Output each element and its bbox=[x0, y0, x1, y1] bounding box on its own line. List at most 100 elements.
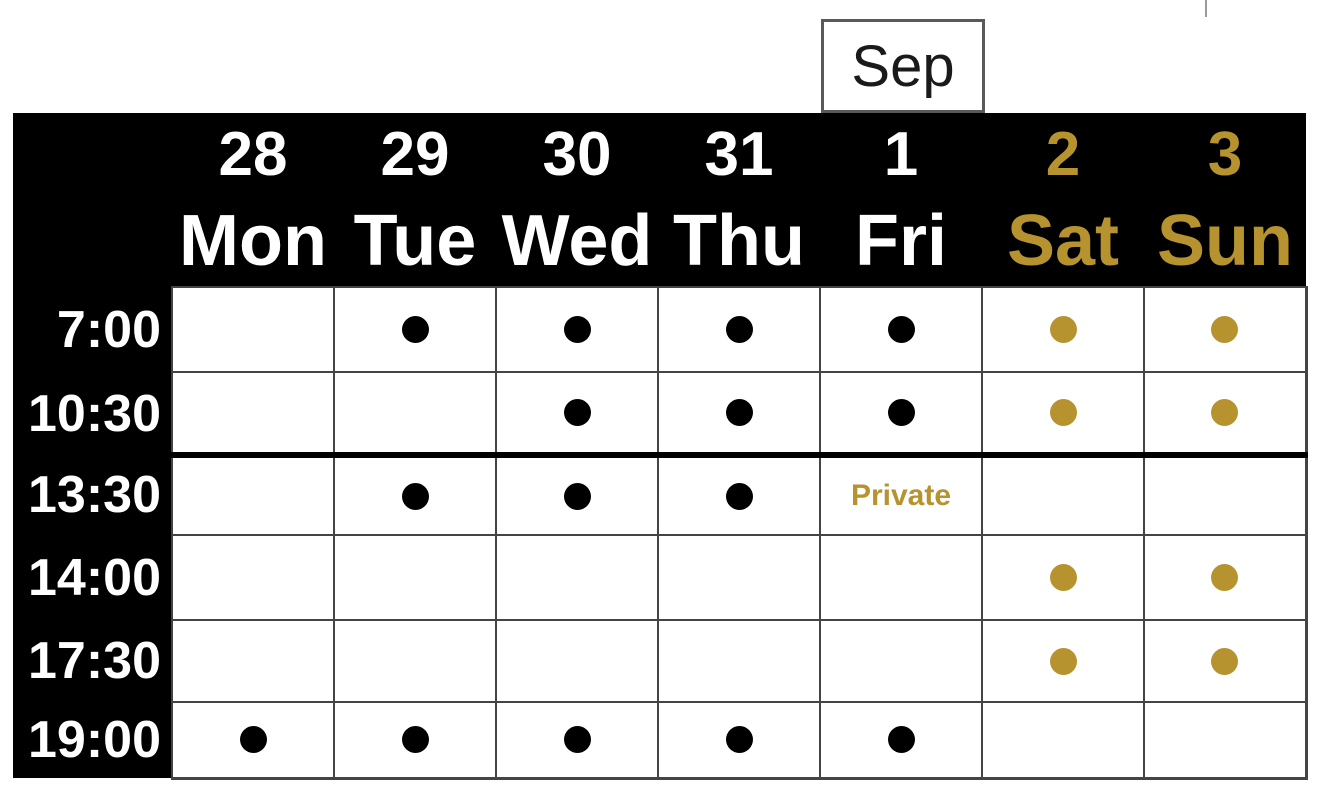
slot-wed-700 bbox=[495, 286, 659, 373]
slot-sat-700 bbox=[981, 286, 1145, 373]
day-header-tue: Tue bbox=[334, 195, 496, 287]
slot-sun-1900 bbox=[1143, 701, 1308, 780]
day-header-fri: Fri bbox=[820, 195, 982, 287]
slot-mon-700 bbox=[171, 286, 335, 373]
date-header-tue: 29 bbox=[334, 113, 496, 195]
weekend-session-dot bbox=[1211, 316, 1239, 343]
time-label-1400: 14:00 bbox=[13, 535, 172, 620]
private-session-label: Private bbox=[850, 479, 952, 512]
weekday-session-dot bbox=[239, 726, 267, 754]
weekday-session-dot bbox=[563, 399, 591, 426]
weekday-session-dot bbox=[725, 482, 753, 510]
weekend-session-dot bbox=[1049, 399, 1077, 426]
slot-sat-1400 bbox=[981, 534, 1145, 621]
weekday-session-dot bbox=[725, 399, 753, 426]
weekday-session-dot bbox=[725, 316, 753, 343]
weekday-session-dot bbox=[563, 482, 591, 510]
slot-tue-1400 bbox=[333, 534, 497, 621]
slot-tue-1330 bbox=[333, 452, 497, 536]
time-row-700: 7:00 bbox=[13, 286, 1308, 373]
time-label-700: 7:00 bbox=[13, 287, 172, 372]
date-header-sun: 3 bbox=[1144, 113, 1306, 195]
weekend-session-dot bbox=[1049, 316, 1077, 343]
date-header-wed: 30 bbox=[496, 113, 658, 195]
day-header-thu: Thu bbox=[658, 195, 820, 287]
day-header-wed: Wed bbox=[496, 195, 658, 287]
date-header-thu: 31 bbox=[658, 113, 820, 195]
weekday-session-dot bbox=[563, 316, 591, 343]
slot-thu-700 bbox=[657, 286, 821, 373]
time-row-1030: 10:30 bbox=[13, 371, 1308, 456]
slot-mon-1330 bbox=[171, 452, 335, 536]
slot-thu-1400 bbox=[657, 534, 821, 621]
slot-mon-1900 bbox=[171, 701, 335, 780]
table-body: 7:00 10:30 13:30 Private 14:00 17:30 19:00 bbox=[13, 286, 1308, 780]
slot-wed-1730 bbox=[495, 619, 659, 703]
weekday-session-dot bbox=[401, 726, 429, 754]
weekend-session-dot bbox=[1049, 564, 1077, 591]
slot-fri-1030 bbox=[819, 371, 983, 456]
weekend-session-dot bbox=[1211, 399, 1239, 426]
slot-wed-1400 bbox=[495, 534, 659, 621]
time-label-1900: 19:00 bbox=[13, 702, 172, 778]
month-label-box: Sep bbox=[821, 19, 985, 113]
date-header-sat: 2 bbox=[982, 113, 1144, 195]
day-names-row: Mon Tue Wed Thu Fri Sat Sun bbox=[13, 195, 1306, 287]
slot-fri-700 bbox=[819, 286, 983, 373]
day-header-sun: Sun bbox=[1144, 195, 1306, 287]
slot-wed-1330 bbox=[495, 452, 659, 536]
slot-mon-1400 bbox=[171, 534, 335, 621]
weekday-session-dot bbox=[725, 726, 753, 754]
stray-grid-line bbox=[1205, 0, 1207, 17]
slot-tue-1900 bbox=[333, 701, 497, 780]
time-row-1400: 14:00 bbox=[13, 534, 1308, 621]
weekend-session-dot bbox=[1211, 647, 1239, 675]
slot-sat-1030 bbox=[981, 371, 1145, 456]
date-header-mon: 28 bbox=[172, 113, 334, 195]
time-label-1730: 17:30 bbox=[13, 620, 172, 702]
slot-mon-1030 bbox=[171, 371, 335, 456]
weekday-session-dot bbox=[887, 316, 915, 343]
time-label-1330: 13:30 bbox=[13, 455, 172, 535]
weekend-session-dot bbox=[1049, 647, 1077, 675]
slot-fri-1330: Private bbox=[819, 452, 983, 536]
slot-sun-1330 bbox=[1143, 452, 1308, 536]
weekend-session-dot bbox=[1211, 564, 1239, 591]
slot-sat-1730 bbox=[981, 619, 1145, 703]
slot-thu-1330 bbox=[657, 452, 821, 536]
weekday-session-dot bbox=[401, 316, 429, 343]
time-row-1900: 19:00 bbox=[13, 701, 1308, 780]
slot-wed-1030 bbox=[495, 371, 659, 456]
slot-fri-1730 bbox=[819, 619, 983, 703]
schedule-table: 28 29 30 31 1 2 3 Mon Tue Wed Thu Fri Sat Sun 7:00 10:… bbox=[13, 113, 1308, 780]
weekday-session-dot bbox=[401, 482, 429, 510]
slot-sun-1400 bbox=[1143, 534, 1308, 621]
slot-thu-1030 bbox=[657, 371, 821, 456]
slot-sun-700 bbox=[1143, 286, 1308, 373]
time-row-1730: 17:30 bbox=[13, 619, 1308, 703]
slot-tue-1030 bbox=[333, 371, 497, 456]
weekday-session-dot bbox=[563, 726, 591, 754]
dates-row: 28 29 30 31 1 2 3 bbox=[13, 113, 1306, 195]
day-header-sat: Sat bbox=[982, 195, 1144, 287]
month-label: Sep bbox=[851, 33, 955, 99]
slot-sat-1900 bbox=[981, 701, 1145, 780]
weekday-session-dot bbox=[887, 726, 915, 754]
slot-mon-1730 bbox=[171, 619, 335, 703]
time-row-1330: 13:30 Private bbox=[13, 452, 1308, 536]
header-corner-spacer bbox=[13, 113, 172, 195]
slot-thu-1900 bbox=[657, 701, 821, 780]
slot-sun-1030 bbox=[1143, 371, 1308, 456]
day-header-mon: Mon bbox=[172, 195, 334, 287]
slot-fri-1900 bbox=[819, 701, 983, 780]
slot-thu-1730 bbox=[657, 619, 821, 703]
slot-wed-1900 bbox=[495, 701, 659, 780]
slot-tue-700 bbox=[333, 286, 497, 373]
time-label-1030: 10:30 bbox=[13, 372, 172, 455]
slot-sat-1330 bbox=[981, 452, 1145, 536]
slot-sun-1730 bbox=[1143, 619, 1308, 703]
table-header: 28 29 30 31 1 2 3 Mon Tue Wed Thu Fri Sat Sun bbox=[13, 113, 1306, 287]
weekday-session-dot bbox=[887, 399, 915, 426]
slot-tue-1730 bbox=[333, 619, 497, 703]
header-corner-spacer bbox=[13, 195, 172, 287]
